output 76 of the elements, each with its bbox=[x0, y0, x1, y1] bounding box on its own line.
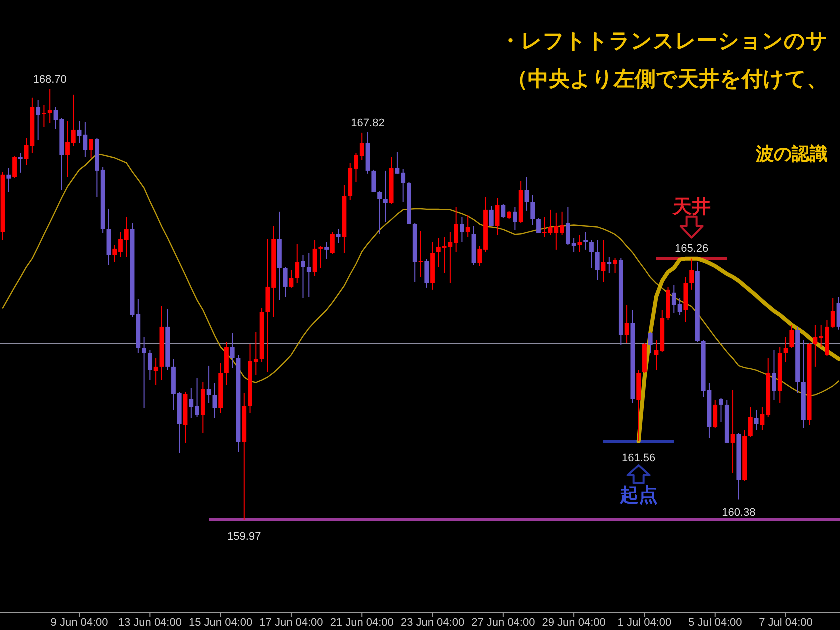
candlestick bbox=[460, 216, 464, 243]
candlestick bbox=[748, 406, 753, 438]
candlestick bbox=[289, 270, 294, 288]
candlestick bbox=[378, 190, 382, 235]
candlestick bbox=[624, 304, 630, 344]
candlestick bbox=[501, 204, 506, 219]
candlestick bbox=[42, 104, 46, 128]
candlestick bbox=[324, 242, 330, 260]
x-tick-label: 29 Jun 04:00 bbox=[542, 617, 606, 629]
annotation: 160.38 bbox=[722, 506, 756, 519]
x-tick-label: 27 Jun 04:00 bbox=[472, 617, 536, 629]
x-tick-label: 21 Jun 04:00 bbox=[330, 617, 394, 629]
candlestick bbox=[295, 244, 300, 284]
x-tick-label: 17 Jun 04:00 bbox=[260, 617, 324, 629]
candlestick bbox=[536, 218, 541, 234]
candlestick bbox=[6, 167, 12, 193]
candlestick bbox=[754, 410, 759, 431]
candlestick bbox=[524, 176, 530, 212]
chart-title: ・レフトトランスレーションのサ bbox=[500, 30, 828, 53]
ref-line-label: 161.56 bbox=[622, 452, 656, 464]
x-tick-label: 13 Jun 04:00 bbox=[118, 617, 182, 629]
chart-subtitle: （中央より左側で天井を付けて、 bbox=[507, 68, 828, 91]
candlestick bbox=[212, 382, 218, 419]
candlestick bbox=[648, 332, 653, 354]
candlestick bbox=[18, 152, 23, 174]
x-tick-label: 15 Jun 04:00 bbox=[189, 617, 253, 629]
candlestick bbox=[719, 398, 724, 423]
candlestick bbox=[283, 266, 288, 298]
x-tick-label: 9 Jun 04:00 bbox=[50, 617, 108, 629]
candlestick bbox=[578, 234, 582, 253]
candlestick bbox=[89, 138, 94, 159]
annotation: 168.70 bbox=[33, 74, 67, 86]
candlestick bbox=[489, 206, 494, 227]
candlestick bbox=[142, 336, 146, 409]
candlestick bbox=[154, 358, 158, 386]
candlestick bbox=[12, 156, 17, 179]
candlestick bbox=[318, 245, 324, 269]
x-tick-label: 23 Jun 04:00 bbox=[400, 617, 465, 629]
candlestick bbox=[230, 332, 235, 369]
candlestick bbox=[790, 324, 794, 349]
candlestick bbox=[607, 256, 612, 274]
candlestick bbox=[466, 214, 470, 238]
candlestick bbox=[530, 194, 536, 226]
candlestick bbox=[372, 169, 376, 193]
candlestick bbox=[784, 336, 788, 363]
ref-line-label: 159.97 bbox=[228, 531, 262, 543]
annotation: 167.82 bbox=[351, 117, 385, 130]
candlestick bbox=[306, 252, 312, 298]
candlestick bbox=[424, 258, 430, 288]
candlestick bbox=[830, 298, 836, 328]
candlestick bbox=[336, 228, 341, 244]
x-tick-label: 5 Jul 04:00 bbox=[688, 617, 742, 629]
candlestick bbox=[772, 350, 776, 401]
candlestick bbox=[36, 100, 41, 141]
annotation: 波の認識 bbox=[755, 144, 828, 164]
candlestick bbox=[595, 240, 600, 281]
candlestick bbox=[301, 254, 306, 299]
candlestick bbox=[584, 232, 588, 250]
candlestick bbox=[330, 232, 335, 255]
candlestick bbox=[383, 170, 388, 223]
x-tick-label: 1 Jul 04:00 bbox=[618, 617, 672, 629]
candlestick bbox=[495, 198, 500, 236]
candlestick bbox=[730, 390, 736, 474]
candlestick bbox=[590, 240, 594, 269]
candlestick bbox=[690, 258, 694, 290]
candlestick bbox=[48, 88, 52, 124]
annotation: 天井 bbox=[672, 196, 711, 218]
candlestick bbox=[613, 258, 618, 274]
candlestick bbox=[206, 365, 212, 404]
annotation: 起点 bbox=[618, 484, 658, 506]
candlestick bbox=[312, 240, 318, 277]
x-tick-label: 7 Jul 04:00 bbox=[759, 617, 813, 629]
candlestick bbox=[713, 400, 718, 429]
candlestick bbox=[512, 206, 518, 231]
ref-line-label: 165.26 bbox=[674, 242, 709, 255]
candlestick bbox=[148, 350, 152, 381]
